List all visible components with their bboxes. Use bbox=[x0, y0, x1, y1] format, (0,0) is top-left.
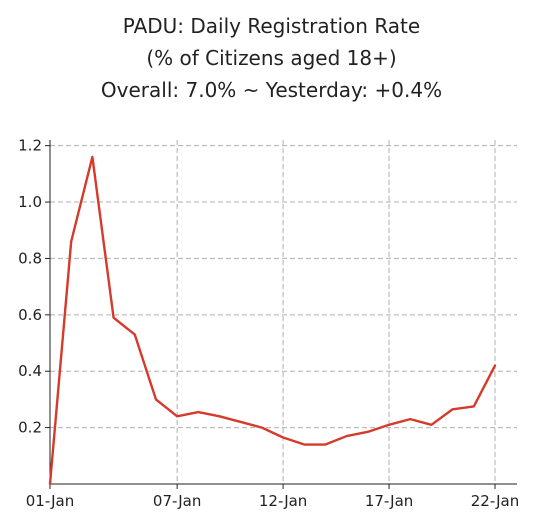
tick-labels: 0.2 0.4 0.6 0.8 1.0 1.2 01-Jan 07-Jan 12-Jan 17-J… bbox=[18, 137, 519, 510]
y-tick-label: 0.6 bbox=[18, 306, 42, 324]
y-tick-label: 0.2 bbox=[18, 419, 42, 437]
x-tick-label: 22-Jan bbox=[471, 492, 519, 510]
x-tick-label: 12-Jan bbox=[259, 492, 307, 510]
chart-title: PADU: Daily Registration Rate bbox=[122, 14, 421, 38]
grid-lines bbox=[50, 140, 517, 484]
axes bbox=[45, 140, 517, 489]
x-tick-label: 07-Jan bbox=[153, 492, 201, 510]
y-tick-label: 0.4 bbox=[18, 362, 42, 380]
chart-subtitle-summary: Overall: 7.0% ~ Yesterday: +0.4% bbox=[100, 78, 443, 102]
chart-title-block: PADU: Daily Registration Rate (% of Citi… bbox=[0, 10, 543, 106]
y-tick-label: 1.0 bbox=[18, 193, 42, 211]
series-line bbox=[48, 155, 497, 486]
series-layer bbox=[48, 155, 497, 486]
y-tick-label: 1.2 bbox=[18, 137, 42, 155]
x-tick-label: 01-Jan bbox=[26, 492, 74, 510]
y-tick-label: 0.8 bbox=[18, 249, 42, 267]
chart-subtitle-units: (% of Citizens aged 18+) bbox=[146, 46, 397, 70]
x-tick-label: 17-Jan bbox=[365, 492, 413, 510]
